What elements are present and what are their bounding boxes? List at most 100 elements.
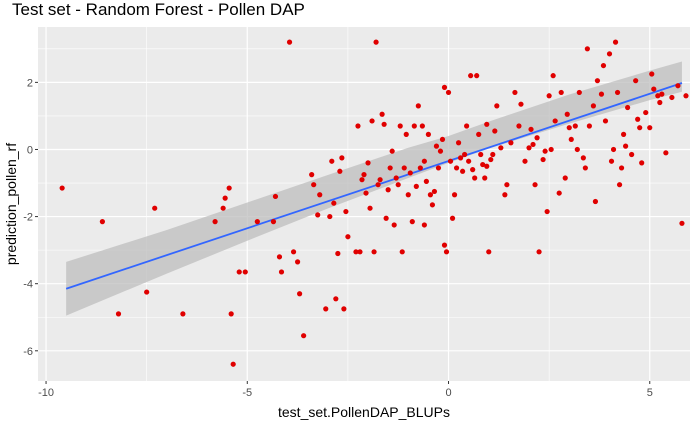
data-point	[335, 250, 341, 257]
data-point	[542, 148, 548, 154]
confidence-band	[66, 61, 682, 316]
data-point	[311, 182, 317, 188]
data-point	[474, 73, 480, 79]
x-tick-label: 0	[445, 387, 451, 399]
data-point	[379, 111, 385, 117]
data-point	[419, 123, 425, 129]
data-point	[470, 167, 476, 173]
data-point	[399, 249, 405, 255]
data-point	[536, 249, 542, 255]
data-point	[530, 141, 536, 148]
data-point	[528, 126, 534, 132]
data-point	[598, 91, 605, 97]
data-point	[548, 146, 554, 153]
data-point	[115, 311, 122, 317]
data-point	[663, 150, 669, 156]
data-point	[226, 185, 232, 191]
data-point	[228, 311, 234, 317]
data-point	[576, 89, 582, 96]
data-point	[443, 249, 450, 255]
data-point	[429, 202, 436, 208]
data-point	[407, 170, 413, 176]
x-tick-label: -5	[242, 387, 252, 399]
data-point	[276, 254, 283, 260]
data-point	[413, 183, 419, 189]
y-tick-label: 0	[27, 144, 33, 156]
data-point	[230, 361, 236, 367]
data-point	[329, 158, 335, 164]
data-point	[572, 123, 578, 129]
data-point	[610, 146, 617, 153]
plot-panel	[38, 27, 690, 381]
data-point	[389, 148, 395, 154]
data-point	[534, 135, 540, 141]
data-point	[405, 192, 411, 198]
data-point	[341, 306, 347, 312]
data-point	[236, 269, 242, 275]
data-point	[504, 182, 510, 188]
data-point	[431, 188, 438, 195]
data-point	[637, 125, 643, 131]
data-point	[323, 306, 329, 312]
data-point	[294, 259, 301, 265]
data-point	[478, 151, 484, 158]
data-point	[278, 269, 285, 275]
data-point	[633, 78, 639, 84]
data-point	[333, 296, 339, 302]
fit-line-layer	[65, 82, 683, 290]
chart-title: Test set - Random Forest - Pollen DAP	[12, 0, 305, 19]
data-point	[254, 219, 260, 225]
data-point	[447, 158, 454, 164]
data-point	[371, 249, 377, 255]
data-point	[649, 71, 655, 77]
data-point	[490, 151, 496, 158]
data-point	[439, 136, 446, 143]
data-point	[99, 219, 105, 225]
data-point	[629, 151, 635, 158]
data-point	[625, 104, 631, 111]
data-point	[544, 208, 550, 215]
data-point	[375, 182, 381, 188]
data-point	[655, 93, 661, 99]
data-point	[580, 155, 586, 161]
data-point	[403, 131, 409, 137]
data-point	[574, 146, 580, 153]
data-point	[669, 94, 675, 101]
data-point	[451, 192, 458, 198]
data-point	[657, 99, 663, 106]
data-point	[391, 222, 397, 228]
data-point	[600, 62, 607, 69]
data-point	[457, 155, 464, 161]
data-point	[383, 215, 389, 221]
data-point	[546, 93, 552, 99]
data-point	[651, 86, 657, 92]
data-point	[526, 145, 532, 151]
data-point	[472, 175, 478, 181]
data-point	[508, 140, 514, 146]
data-point	[445, 89, 452, 96]
data-point	[385, 187, 391, 193]
data-point	[345, 234, 351, 240]
data-point	[562, 175, 568, 181]
data-point	[568, 136, 574, 143]
data-point	[608, 158, 615, 164]
data-point	[464, 123, 470, 129]
data-point	[359, 177, 365, 183]
data-point	[683, 93, 689, 99]
data-point	[620, 131, 627, 137]
data-point	[411, 123, 417, 129]
data-point	[584, 46, 590, 52]
data-point	[612, 39, 619, 45]
y-tick-label: -6	[23, 346, 33, 358]
data-point	[381, 121, 387, 127]
data-point	[516, 123, 522, 129]
data-point	[152, 205, 158, 211]
data-point	[425, 131, 431, 137]
data-point	[484, 163, 490, 169]
data-point	[301, 333, 307, 339]
data-point	[659, 91, 665, 97]
y-axis-title: prediction_pollen_rf	[3, 143, 19, 265]
data-point	[643, 109, 649, 116]
data-point	[552, 118, 558, 124]
